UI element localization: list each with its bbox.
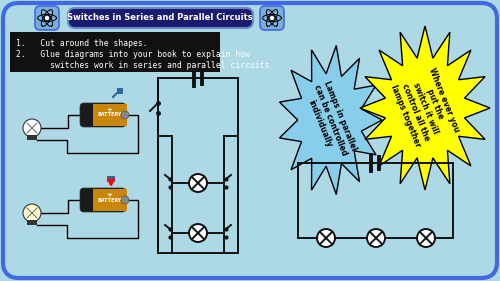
Circle shape <box>189 224 207 242</box>
Circle shape <box>121 111 129 119</box>
Text: +: + <box>106 192 112 198</box>
Bar <box>93 104 127 126</box>
Circle shape <box>270 17 274 20</box>
Text: Lamps in parallel
can be controlled
individually: Lamps in parallel can be controlled indi… <box>302 79 358 161</box>
FancyBboxPatch shape <box>80 103 126 127</box>
Text: +: + <box>106 107 112 113</box>
Text: BATTERY: BATTERY <box>98 198 122 203</box>
Polygon shape <box>280 46 382 194</box>
Circle shape <box>23 204 41 222</box>
Circle shape <box>23 119 41 137</box>
FancyBboxPatch shape <box>35 6 59 30</box>
Bar <box>93 189 127 211</box>
Text: Where ever you
put the
switch it will
control all the
lamps together: Where ever you put the switch it will co… <box>388 67 462 149</box>
FancyBboxPatch shape <box>3 3 497 278</box>
Circle shape <box>189 174 207 192</box>
Circle shape <box>367 229 385 247</box>
Circle shape <box>46 17 48 20</box>
Circle shape <box>417 229 435 247</box>
Bar <box>10 32 220 72</box>
Text: 1.   Cut around the shapes.: 1. Cut around the shapes. <box>16 38 148 47</box>
Text: Switches in Series and Parallel Circuits: Switches in Series and Parallel Circuits <box>67 13 253 22</box>
Bar <box>27 220 37 225</box>
Polygon shape <box>360 26 490 190</box>
Circle shape <box>121 196 129 204</box>
FancyBboxPatch shape <box>80 188 126 212</box>
Polygon shape <box>117 88 123 94</box>
Polygon shape <box>107 176 115 182</box>
Circle shape <box>270 16 274 21</box>
Circle shape <box>317 229 335 247</box>
Bar <box>27 135 37 140</box>
Text: BATTERY: BATTERY <box>98 112 122 117</box>
Circle shape <box>44 16 50 21</box>
Text: 2.   Glue diagrams into your book to explain how
       switches work in series : 2. Glue diagrams into your book to expla… <box>16 50 274 70</box>
FancyBboxPatch shape <box>260 6 284 30</box>
FancyBboxPatch shape <box>68 8 253 28</box>
